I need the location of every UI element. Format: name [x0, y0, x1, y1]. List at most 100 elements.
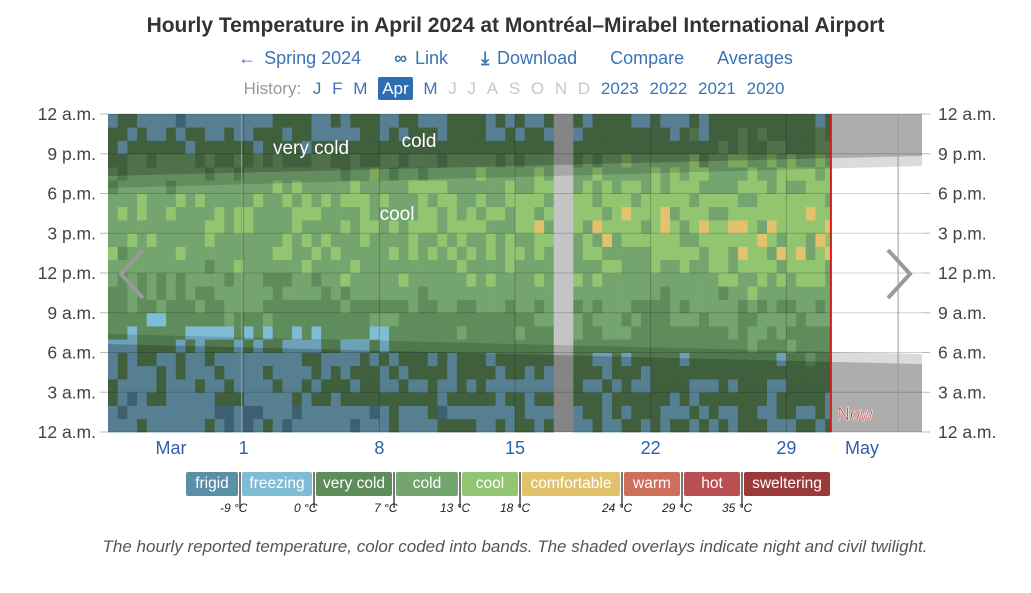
heatmap-cell: [369, 418, 380, 433]
heatmap-cell: [796, 312, 806, 327]
heatmap-cell: [767, 326, 777, 340]
heatmap-cell: [495, 114, 506, 128]
history-month-jan[interactable]: J: [312, 79, 322, 98]
heatmap-cell: [611, 233, 622, 247]
heatmap-cell: [156, 206, 167, 221]
heatmap-cell: [728, 167, 739, 181]
heatmap-cell: [437, 127, 448, 141]
history-month-mar[interactable]: M: [353, 79, 368, 98]
link-button[interactable]: ∞ Link: [394, 48, 449, 68]
heatmap-cell: [631, 153, 642, 168]
heatmap-cell: [263, 312, 273, 327]
heatmap-cell: [389, 180, 399, 194]
heatmap-cell: [660, 326, 671, 340]
heatmap-cell: [127, 167, 138, 181]
heatmap-cell: [524, 273, 535, 287]
heatmap-cell: [117, 193, 128, 208]
heatmap-cell: [330, 273, 341, 287]
heatmap-cell: [204, 220, 215, 234]
heatmap-cell: [573, 127, 584, 141]
heatmap-cell: [679, 339, 690, 353]
heatmap-cell: [263, 418, 273, 433]
compare-link[interactable]: Compare: [610, 48, 685, 68]
heatmap-cell: [495, 167, 506, 181]
heatmap-cell: [282, 418, 293, 433]
heatmap-cell: [505, 365, 516, 380]
heatmap-cell: [825, 418, 832, 433]
heatmap-cell: [728, 153, 739, 168]
heatmap-cell: [689, 392, 700, 406]
heatmap-cell: [689, 180, 700, 194]
heatmap-cell: [699, 193, 710, 208]
heatmap-cell: [641, 259, 651, 274]
heatmap-cell: [137, 405, 148, 420]
heatmap-cell: [350, 339, 361, 353]
threshold-label: 18 °C: [500, 501, 531, 515]
history-year-2020[interactable]: 2020: [746, 79, 785, 98]
heatmap-cell: [127, 312, 138, 327]
heatmap-cell: [398, 365, 409, 380]
heatmap-cell: [243, 127, 254, 141]
heatmap-cell: [340, 140, 351, 155]
heatmap-cell: [175, 140, 186, 155]
heatmap-cell: [166, 153, 177, 168]
history-year-2022[interactable]: 2022: [649, 79, 688, 98]
heatmap-cell: [418, 312, 429, 327]
history-year-2021[interactable]: 2021: [698, 79, 736, 98]
heatmap-cell: [757, 259, 768, 274]
heatmap-cell: [330, 352, 341, 367]
heatmap-cell: [156, 326, 167, 340]
heatmap-cell: [234, 405, 244, 420]
heatmap-cell: [699, 127, 710, 141]
heatmap-cell: [466, 339, 477, 353]
heatmap-cell: [534, 246, 545, 261]
heatmap-cell: [214, 206, 225, 221]
heatmap-cell: [466, 153, 477, 168]
heatmap-cell: [611, 418, 622, 433]
heatmap-cell: [505, 140, 516, 155]
heatmap-cell: [350, 273, 361, 287]
heatmap-cell: [728, 193, 739, 208]
history-nav: History: J F M Apr M J J A S O N D 2023 …: [0, 77, 1031, 100]
heatmap-cell: [214, 167, 225, 181]
download-button[interactable]: ⤓ Download: [481, 48, 578, 68]
heatmap-cell: [485, 418, 496, 433]
heatmap-cell: [767, 193, 777, 208]
chevron-right-icon[interactable]: [878, 246, 918, 302]
chevron-left-icon[interactable]: [113, 246, 153, 302]
history-month-feb[interactable]: F: [332, 79, 343, 98]
heatmap-cell: [253, 273, 264, 287]
heatmap-cell: [796, 379, 806, 393]
heatmap-cell: [311, 167, 322, 181]
heatmap-cell: [292, 326, 303, 340]
heatmap-cell: [282, 405, 293, 420]
heatmap-cell: [456, 418, 467, 433]
heatmap-cell: [708, 379, 719, 393]
heatmap-cell: [321, 418, 332, 433]
heatmap-cell: [670, 352, 680, 367]
heatmap-cell: [805, 206, 816, 221]
history-year-2023[interactable]: 2023: [600, 79, 639, 98]
heatmap-cell: [767, 352, 777, 367]
heatmap-cell: [544, 405, 555, 420]
heatmap-cell: [253, 365, 264, 380]
heatmap-cell: [728, 339, 739, 353]
heatmap-cell: [641, 167, 651, 181]
heatmap-cell: [408, 352, 419, 367]
heatmap-cell: [350, 140, 361, 155]
heatmap-cell: [321, 153, 332, 168]
heatmap-cell: [360, 180, 370, 194]
heatmap-cell: [108, 299, 118, 314]
history-month-apr[interactable]: Apr: [378, 77, 413, 100]
heatmap-cell: [631, 167, 642, 181]
heatmap-cell: [708, 392, 719, 406]
heatmap-cell: [418, 167, 429, 181]
heatmap-cell: [311, 127, 322, 141]
averages-link[interactable]: Averages: [717, 48, 793, 68]
heatmap-cell: [544, 140, 555, 155]
history-month-may[interactable]: M: [423, 79, 438, 98]
heatmap-cell: [456, 286, 467, 300]
heatmap-cell: [427, 312, 438, 327]
heatmap-cell: [631, 392, 642, 406]
spring-2024-link[interactable]: ← Spring 2024: [238, 48, 362, 68]
